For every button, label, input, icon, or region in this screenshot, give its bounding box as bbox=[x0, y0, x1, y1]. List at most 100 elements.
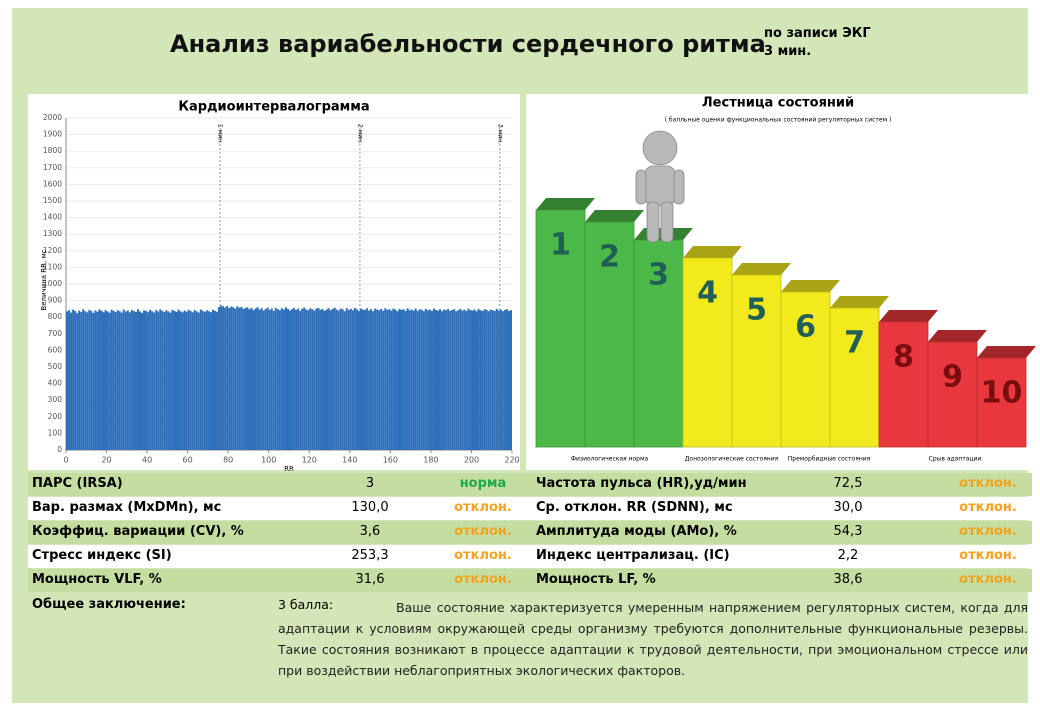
table-row: Вар. размах (MxDMn), мс130,0отклон.Ср. о… bbox=[28, 497, 1032, 520]
table-cell: отклон. bbox=[948, 476, 1028, 491]
step-top bbox=[536, 198, 595, 210]
bar bbox=[86, 312, 88, 450]
step-top bbox=[585, 210, 644, 222]
bar bbox=[281, 308, 283, 450]
zone-label: Срыв адаптации bbox=[929, 456, 982, 463]
table-cell: ПАРС (IRSA) bbox=[32, 476, 123, 491]
bar bbox=[439, 309, 441, 450]
bar bbox=[366, 308, 368, 450]
zone-label: Донозологические состояния bbox=[685, 456, 779, 463]
bar bbox=[216, 312, 218, 450]
step-top bbox=[928, 330, 987, 342]
table-cell: 72,5 bbox=[808, 476, 888, 491]
bar bbox=[234, 309, 236, 450]
bar bbox=[476, 311, 478, 450]
ladder-subtitle: ( балльные оценки функциональных состоян… bbox=[665, 117, 892, 124]
bar bbox=[248, 309, 250, 450]
bar bbox=[149, 310, 151, 450]
bar bbox=[502, 311, 504, 450]
bar bbox=[510, 310, 512, 450]
bar bbox=[451, 310, 453, 450]
bar bbox=[465, 311, 467, 450]
ladder-title: Лестница состояний bbox=[702, 96, 854, 111]
bar bbox=[125, 312, 127, 450]
step-top bbox=[879, 310, 938, 322]
bar bbox=[285, 307, 287, 450]
y-tick-label: 1300 bbox=[43, 229, 62, 238]
bar bbox=[388, 309, 390, 450]
bar bbox=[297, 309, 299, 450]
bar bbox=[204, 312, 206, 450]
step-top bbox=[732, 263, 791, 275]
bar bbox=[423, 311, 425, 450]
bar bbox=[490, 310, 492, 450]
bar bbox=[123, 310, 125, 450]
bar bbox=[492, 310, 494, 450]
bar bbox=[224, 308, 226, 450]
bar bbox=[461, 311, 463, 450]
bar bbox=[210, 312, 212, 450]
bar bbox=[478, 309, 480, 450]
bar bbox=[267, 308, 269, 450]
bar bbox=[334, 308, 336, 450]
bar bbox=[100, 311, 102, 450]
table-cell: Коэффиц. вариации (CV), % bbox=[32, 524, 244, 539]
bar bbox=[184, 310, 186, 450]
bar bbox=[105, 310, 107, 450]
bar bbox=[107, 311, 109, 450]
bar bbox=[332, 309, 334, 450]
bar bbox=[76, 313, 78, 450]
x-tick-label: 160 bbox=[383, 456, 398, 465]
bar bbox=[317, 308, 319, 450]
step-label: 5 bbox=[746, 293, 767, 328]
bar bbox=[175, 312, 177, 450]
bar bbox=[169, 313, 171, 450]
bar bbox=[68, 310, 70, 450]
x-tick-label: 220 bbox=[504, 456, 519, 465]
bar bbox=[496, 309, 498, 450]
bar bbox=[119, 311, 121, 450]
step-label: 3 bbox=[648, 258, 669, 293]
bar bbox=[246, 307, 248, 450]
bar bbox=[265, 309, 267, 450]
table-cell: 253,3 bbox=[330, 548, 410, 563]
bar bbox=[141, 313, 143, 450]
bar bbox=[309, 308, 311, 450]
bar bbox=[328, 308, 330, 450]
table-cell: Мощность LF, % bbox=[536, 572, 656, 587]
table-row: Коэффиц. вариации (CV), %3,6отклон.Ампли… bbox=[28, 521, 1032, 544]
table-cell: 2,2 bbox=[808, 548, 888, 563]
bar bbox=[259, 310, 261, 450]
bar bbox=[135, 312, 137, 450]
step-label: 10 bbox=[981, 376, 1023, 411]
bar bbox=[236, 306, 238, 450]
bar bbox=[299, 311, 301, 450]
bar bbox=[115, 312, 117, 450]
bar bbox=[321, 309, 323, 450]
bar bbox=[443, 310, 445, 450]
bar bbox=[457, 310, 459, 450]
bar bbox=[188, 310, 190, 450]
step-label: 7 bbox=[844, 326, 865, 361]
bar bbox=[376, 310, 378, 450]
bar bbox=[200, 310, 202, 450]
conclusion-text: Ваше состояние характеризуется умеренным… bbox=[278, 597, 1028, 681]
bar bbox=[194, 310, 196, 450]
bar bbox=[301, 309, 303, 450]
bar bbox=[364, 310, 366, 450]
y-tick-label: 1900 bbox=[43, 130, 62, 139]
bar bbox=[66, 311, 68, 450]
table-cell: 31,6 bbox=[330, 572, 410, 587]
bar bbox=[74, 311, 76, 450]
y-axis-label: Величина RR, мс bbox=[40, 249, 48, 310]
bar bbox=[374, 309, 376, 450]
bar bbox=[202, 311, 204, 450]
bar bbox=[173, 311, 175, 450]
table-row: Стресс индекс (SI)253,3отклон.Индекс цен… bbox=[28, 545, 1032, 568]
bar bbox=[441, 311, 443, 450]
bar bbox=[143, 310, 145, 450]
bar bbox=[449, 311, 451, 450]
bar bbox=[431, 311, 433, 450]
page: Анализ вариабельности сердечного ритма п… bbox=[0, 0, 1040, 711]
y-tick-label: 200 bbox=[48, 412, 63, 421]
